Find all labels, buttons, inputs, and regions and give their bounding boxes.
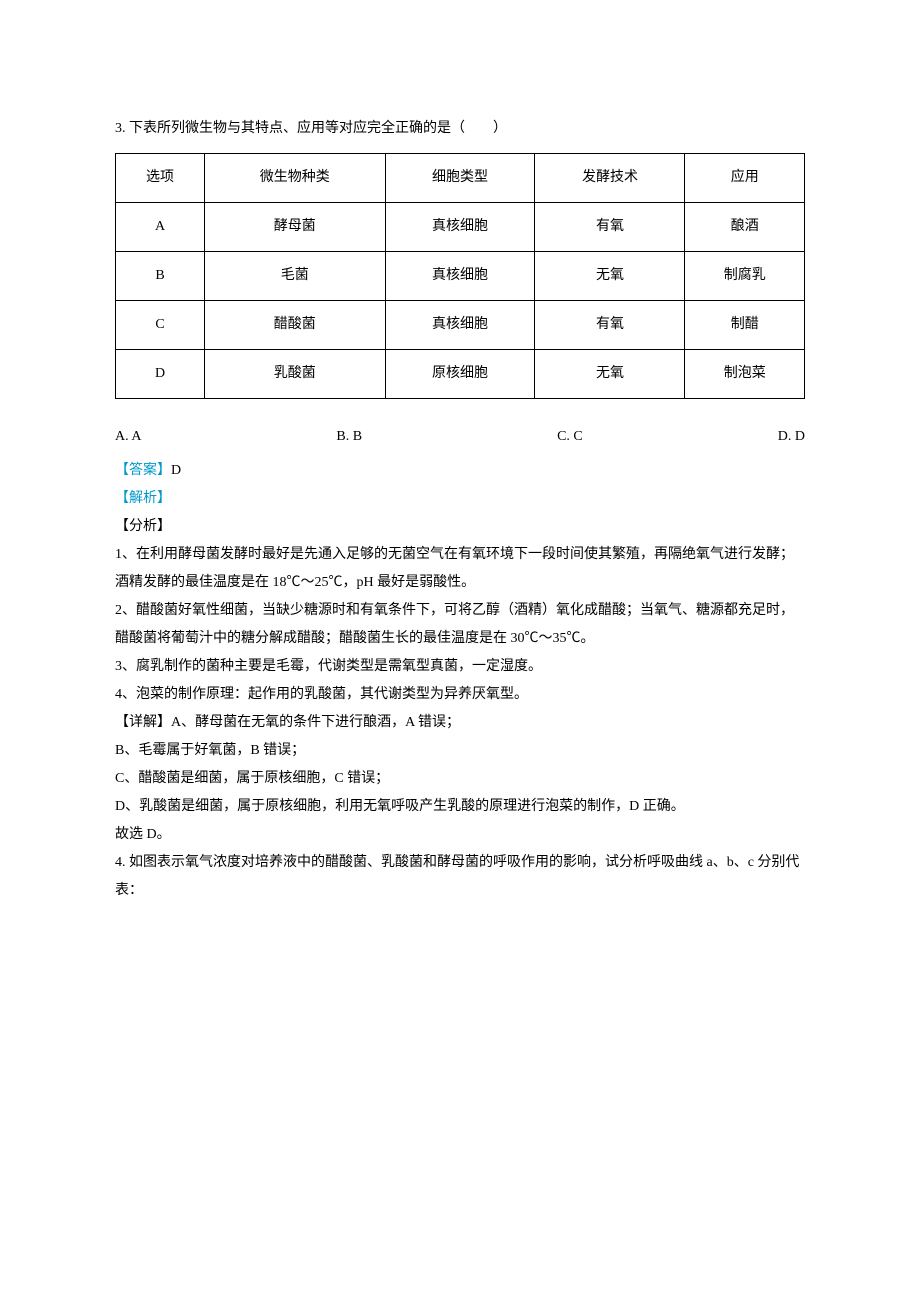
conclusion: 故选 D。 bbox=[115, 821, 805, 849]
table-cell: 无氧 bbox=[535, 252, 685, 301]
table-cell: 制醋 bbox=[685, 301, 805, 350]
detail-label: 【详解】 bbox=[115, 715, 171, 730]
table-cell: 制腐乳 bbox=[685, 252, 805, 301]
table-cell: 有氧 bbox=[535, 301, 685, 350]
table-cell: 原核细胞 bbox=[385, 350, 535, 399]
analysis-section-label: 【分析】 bbox=[115, 513, 805, 541]
option-d: D. D bbox=[778, 423, 805, 451]
table-header-cell: 微生物种类 bbox=[205, 154, 385, 203]
table-cell: 酿酒 bbox=[685, 203, 805, 252]
answer-label: 【答案】 bbox=[115, 463, 171, 478]
table-cell: 乳酸菌 bbox=[205, 350, 385, 399]
table-row: B 毛菌 真核细胞 无氧 制腐乳 bbox=[116, 252, 805, 301]
option-b: B. B bbox=[336, 423, 362, 451]
detail-line: D、乳酸菌是细菌，属于原核细胞，利用无氧呼吸产生乳酸的原理进行泡菜的制作，D 正… bbox=[115, 793, 805, 821]
table-row: D 乳酸菌 原核细胞 无氧 制泡菜 bbox=[116, 350, 805, 399]
table-cell: B bbox=[116, 252, 205, 301]
table-header-row: 选项 微生物种类 细胞类型 发酵技术 应用 bbox=[116, 154, 805, 203]
table-cell: A bbox=[116, 203, 205, 252]
table-cell: C bbox=[116, 301, 205, 350]
table-header-cell: 选项 bbox=[116, 154, 205, 203]
option-a: A. A bbox=[115, 423, 141, 451]
table-header-cell: 细胞类型 bbox=[385, 154, 535, 203]
table-cell: 真核细胞 bbox=[385, 252, 535, 301]
table-cell: 真核细胞 bbox=[385, 203, 535, 252]
table-cell: 酵母菌 bbox=[205, 203, 385, 252]
table-header-cell: 应用 bbox=[685, 154, 805, 203]
table-cell: 制泡菜 bbox=[685, 350, 805, 399]
table-cell: 毛菌 bbox=[205, 252, 385, 301]
q4-stem: 4. 如图表示氧气浓度对培养液中的醋酸菌、乳酸菌和酵母菌的呼吸作用的影响，试分析… bbox=[115, 849, 805, 905]
analysis-line: 2、醋酸菌好氧性细菌，当缺少糖源时和有氧条件下，可将乙醇（酒精）氧化成醋酸；当氧… bbox=[115, 597, 805, 653]
table-header-cell: 发酵技术 bbox=[535, 154, 685, 203]
document-content: 3. 下表所列微生物与其特点、应用等对应完全正确的是（ ） 选项 微生物种类 细… bbox=[115, 115, 805, 905]
detail-text: A、酵母菌在无氧的条件下进行酿酒，A 错误； bbox=[171, 715, 460, 730]
table-row: C 醋酸菌 真核细胞 有氧 制醋 bbox=[116, 301, 805, 350]
q3-stem: 3. 下表所列微生物与其特点、应用等对应完全正确的是（ ） bbox=[115, 115, 805, 143]
analysis-label: 【解析】 bbox=[115, 485, 805, 513]
detail-line: B、毛霉属于好氧菌，B 错误； bbox=[115, 737, 805, 765]
table-cell: 醋酸菌 bbox=[205, 301, 385, 350]
analysis-line: 1、在利用酵母菌发酵时最好是先通入足够的无菌空气在有氧环境下一段时间使其繁殖，再… bbox=[115, 541, 805, 597]
table-cell: D bbox=[116, 350, 205, 399]
analysis-line: 3、腐乳制作的菌种主要是毛霉，代谢类型是需氧型真菌，一定湿度。 bbox=[115, 653, 805, 681]
detail-first-line: 【详解】A、酵母菌在无氧的条件下进行酿酒，A 错误； bbox=[115, 709, 805, 737]
options-row: A. A B. B C. C D. D bbox=[115, 423, 805, 451]
analysis-line: 4、泡菜的制作原理：起作用的乳酸菌，其代谢类型为异养厌氧型。 bbox=[115, 681, 805, 709]
answer-line: 【答案】D bbox=[115, 457, 805, 485]
option-c: C. C bbox=[557, 423, 583, 451]
table-row: A 酵母菌 真核细胞 有氧 酿酒 bbox=[116, 203, 805, 252]
table-cell: 无氧 bbox=[535, 350, 685, 399]
detail-line: C、醋酸菌是细菌，属于原核细胞，C 错误； bbox=[115, 765, 805, 793]
table-cell: 真核细胞 bbox=[385, 301, 535, 350]
q3-table: 选项 微生物种类 细胞类型 发酵技术 应用 A 酵母菌 真核细胞 有氧 酿酒 B… bbox=[115, 153, 805, 399]
table-cell: 有氧 bbox=[535, 203, 685, 252]
answer-value: D bbox=[171, 463, 181, 478]
